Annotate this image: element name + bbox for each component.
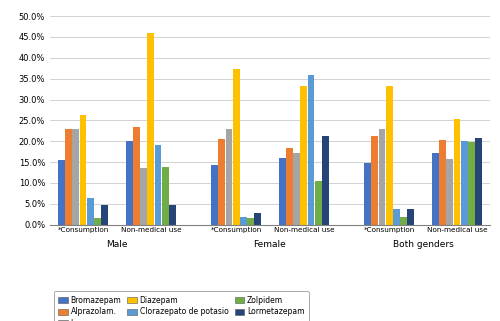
Bar [80,115,86,225]
Bar [232,69,239,225]
Bar [169,205,176,225]
Bar [101,205,108,225]
Bar [154,144,162,225]
Bar [393,209,400,225]
Bar [378,129,386,225]
Bar [468,142,474,225]
Bar [372,136,378,225]
Bar [454,119,460,225]
Bar [439,140,446,225]
Bar [386,86,392,225]
Bar [247,218,254,225]
Text: Female: Female [254,240,286,249]
Bar [133,127,140,225]
Bar [211,165,218,225]
Bar [72,129,80,225]
Bar [240,217,246,225]
Bar [162,167,168,225]
Bar [408,209,414,225]
Bar [126,141,132,225]
Bar [148,33,154,225]
Bar [140,169,147,225]
Bar [446,159,453,225]
Bar [279,158,286,225]
Bar [286,148,293,225]
Bar [218,139,225,225]
Bar [322,136,329,225]
Bar [66,129,72,225]
Bar [254,213,261,225]
Bar [58,160,65,225]
Bar [94,218,101,225]
Bar [460,141,468,225]
Bar [432,153,439,225]
Bar [300,86,308,225]
Bar [226,129,232,225]
Text: Both genders: Both genders [392,240,454,249]
Bar [364,163,371,225]
Bar [475,138,482,225]
Bar [294,152,300,225]
Bar [315,181,322,225]
Bar [308,75,314,225]
Bar [400,217,407,225]
Bar [87,198,94,225]
Legend: Bromazepam, Alprazolam., Lorazepam, Diazepam, Clorazepato de potasio, Zolpidem, : Bromazepam, Alprazolam., Lorazepam, Diaz… [54,291,309,321]
Text: Male: Male [106,240,128,249]
